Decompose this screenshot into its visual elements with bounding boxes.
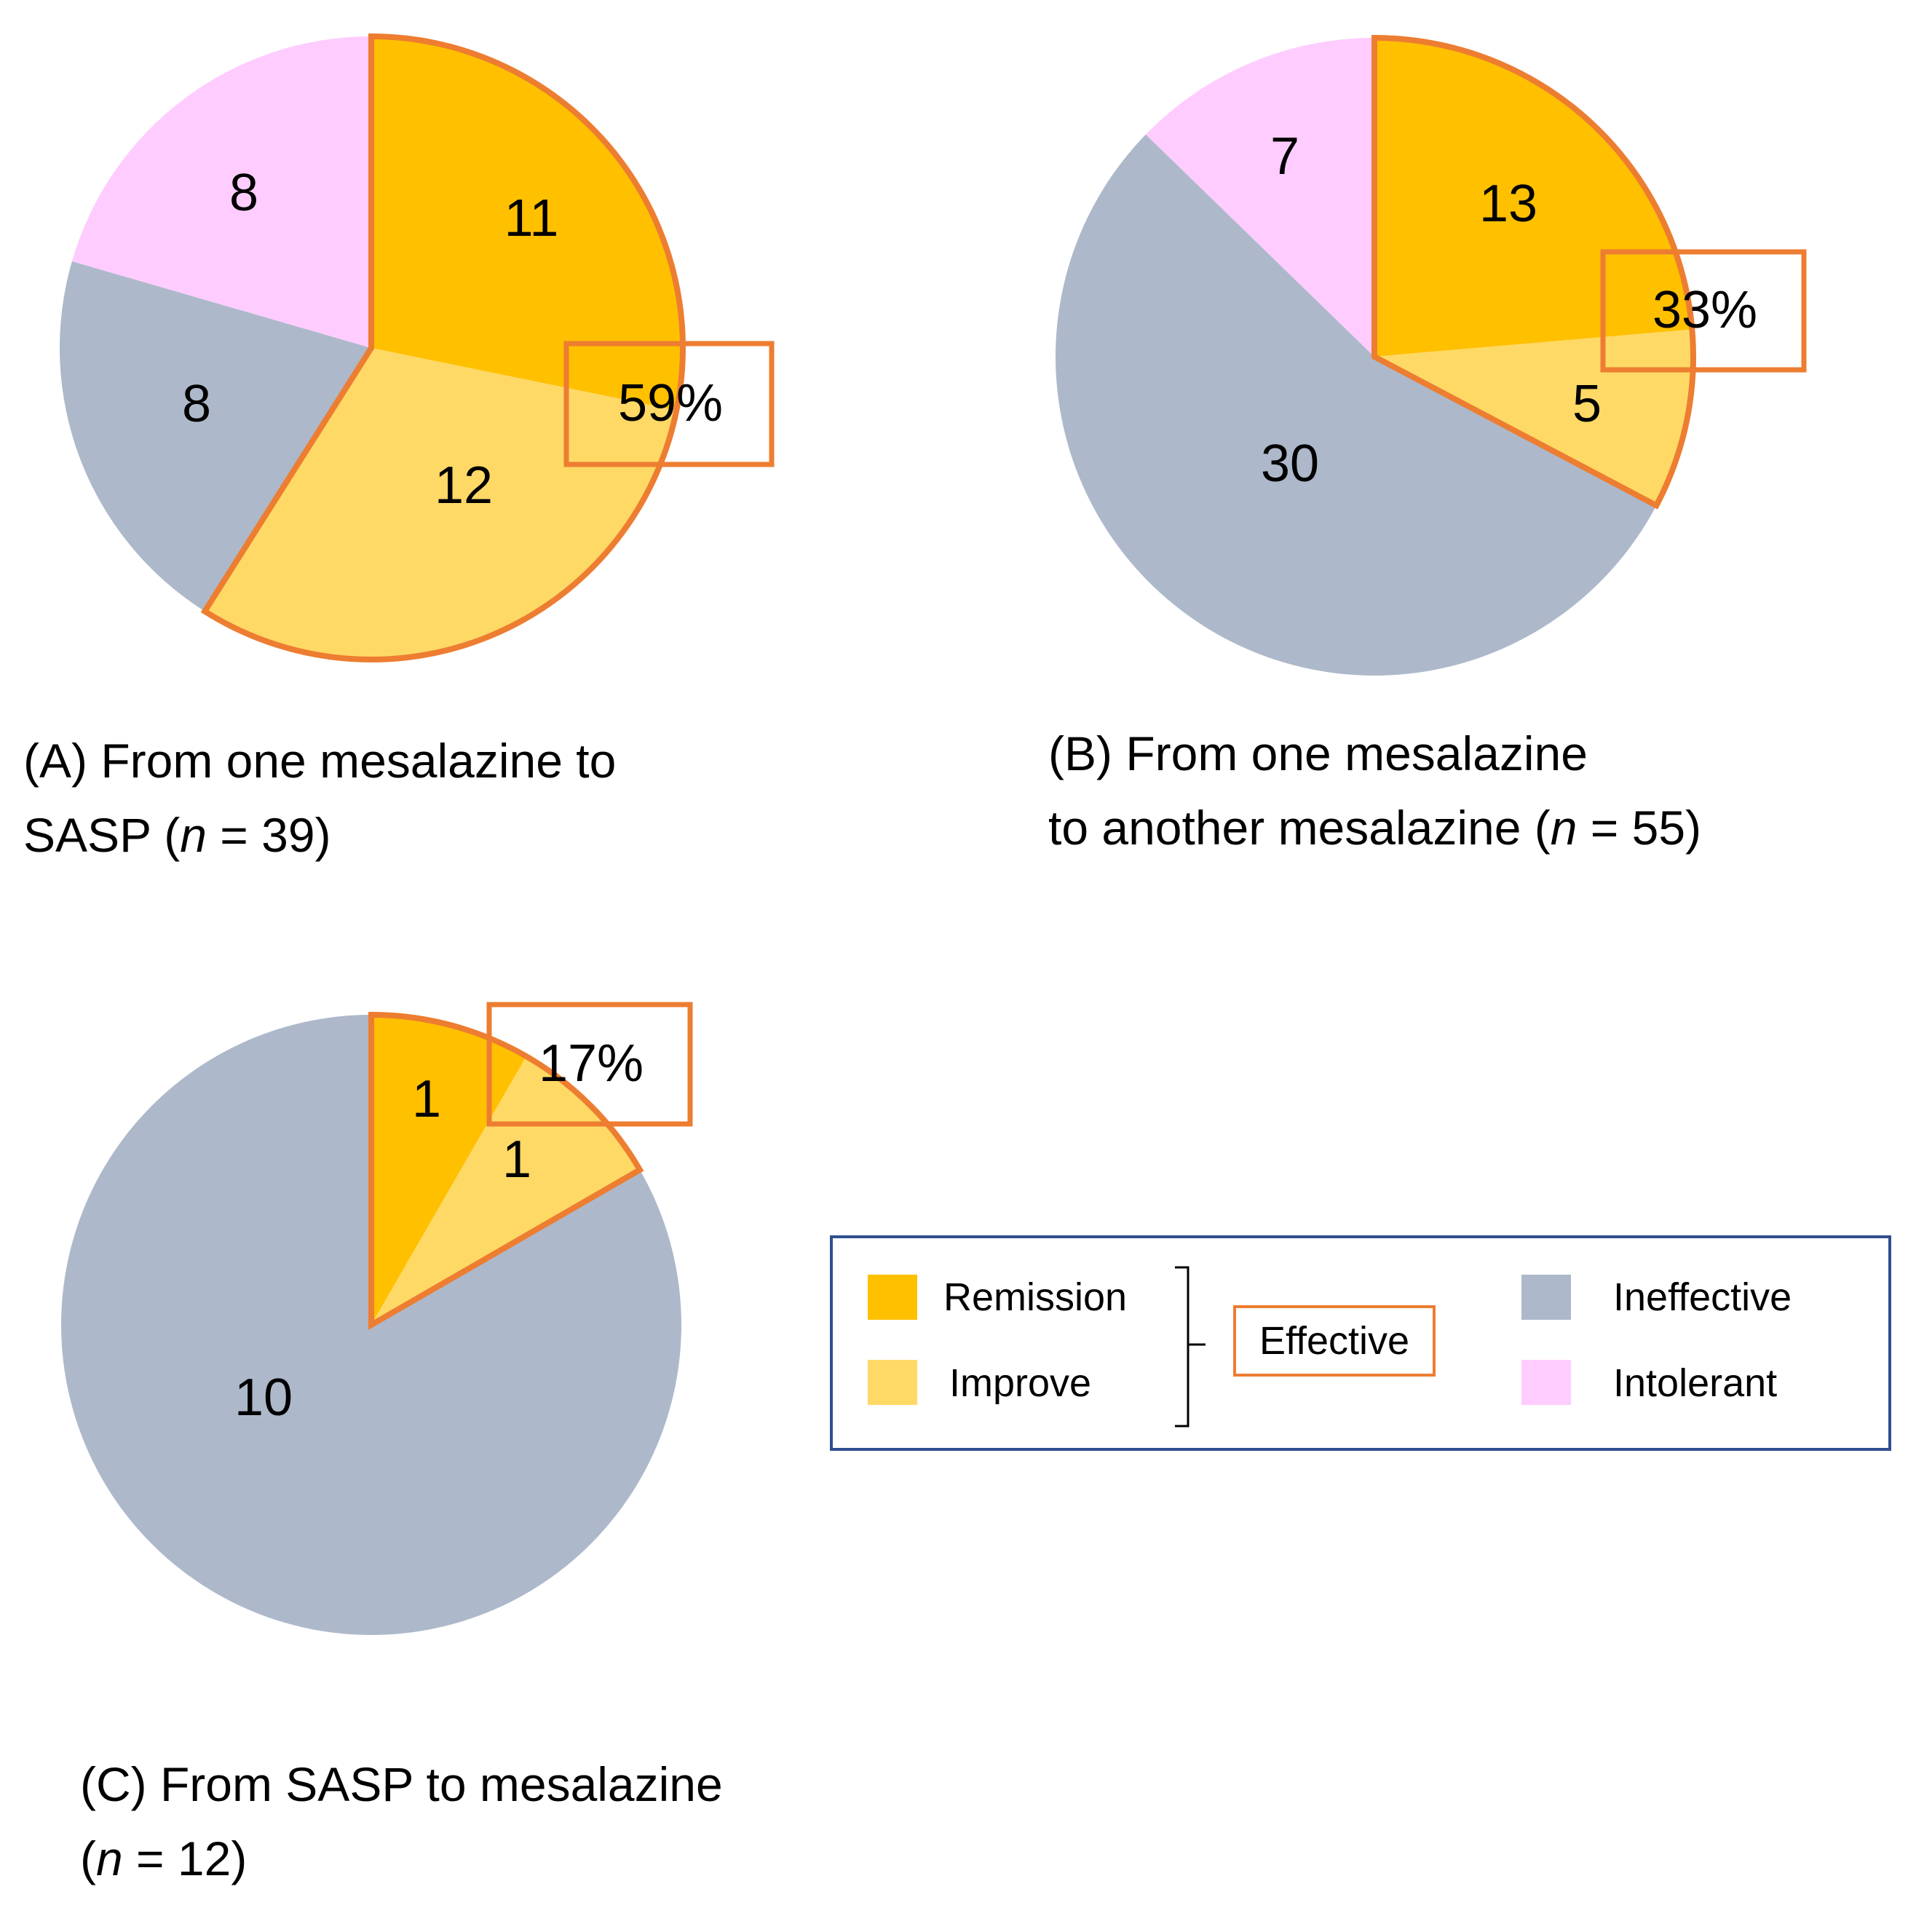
pie-slice-ineffective [60, 261, 371, 611]
legend-label-improve: Improve [949, 1361, 1092, 1405]
effective-percent-box [1600, 249, 1807, 373]
effective-percent-box [563, 341, 775, 467]
caption-b-n: n [1550, 801, 1577, 855]
caption-b: (B) From one mesalazine to another mesal… [1048, 716, 1701, 865]
slice-value-label: 13 [1479, 175, 1537, 233]
legend-swatch-intolerant [1521, 1360, 1571, 1405]
slice-value-label: 7 [1270, 127, 1299, 186]
caption-c-line1: (C) From SASP to mesalazine [80, 1757, 723, 1811]
effective-outline [368, 1011, 644, 1330]
caption-a-line1: (A) From one mesalazine to [23, 734, 617, 788]
effective-percent-box [486, 1002, 693, 1127]
legend-swatch-remission [868, 1275, 917, 1320]
slice-value-label: 5 [1572, 375, 1602, 433]
caption-a-n: n [180, 808, 207, 862]
legend-swatch-improve [868, 1360, 917, 1405]
pie-slice-remission [1374, 38, 1693, 357]
slice-value-label: 11 [504, 189, 559, 248]
effective-percent-label: 59% [618, 374, 723, 432]
effective-percent-label: 17% [539, 1034, 644, 1093]
legend-bracket [1175, 1266, 1206, 1428]
slice-value-label: 30 [1261, 435, 1319, 493]
legend-label-intolerant: Intolerant [1613, 1361, 1778, 1405]
legend-label-ineffective: Ineffective [1613, 1275, 1792, 1319]
caption-b-line2: to another mesalazine (n = 55) [1048, 801, 1702, 855]
effective-percent-label: 33% [1652, 281, 1757, 339]
pie-slice-ineffective [1055, 134, 1657, 676]
caption-a-line2: SASP (n = 39) [23, 808, 331, 862]
caption-c-line2: (n = 12) [80, 1832, 248, 1885]
slice-value-label: 8 [182, 375, 211, 433]
slice-value-label: 10 [234, 1369, 293, 1427]
legend-label-remission: Remission [943, 1275, 1128, 1319]
legend-swatch-ineffective [1521, 1275, 1571, 1320]
legend-effective-box: Effective [1233, 1305, 1436, 1377]
slice-value-label: 1 [502, 1131, 531, 1189]
caption-c-n: n [95, 1832, 123, 1885]
pie-chart-b: 13 5 30 7 33% [1055, 34, 1807, 676]
caption-c: (C) From SASP to mesalazine (n = 12) [80, 1747, 723, 1896]
caption-a: (A) From one mesalazine to SASP (n = 39) [23, 724, 616, 872]
pie-slice-improve [1374, 329, 1693, 506]
slice-value-label: 12 [435, 456, 493, 515]
pie-slice-remission [371, 36, 683, 411]
slice-value-label: 1 [412, 1070, 441, 1128]
legend: Remission Improve Effective Ineffective … [830, 1235, 1891, 1451]
pie-chart-c: 1 1 10 17% [60, 1002, 693, 1635]
caption-b-line1: (B) From one mesalazine [1048, 727, 1588, 780]
slice-value-label: 8 [229, 164, 258, 222]
effective-outline [200, 33, 686, 662]
effective-outline [1371, 34, 1696, 510]
pie-chart-a: 11 12 8 8 59% [60, 33, 775, 662]
pie-slice-intolerant [1145, 38, 1374, 357]
pie-slice-intolerant [71, 36, 371, 348]
